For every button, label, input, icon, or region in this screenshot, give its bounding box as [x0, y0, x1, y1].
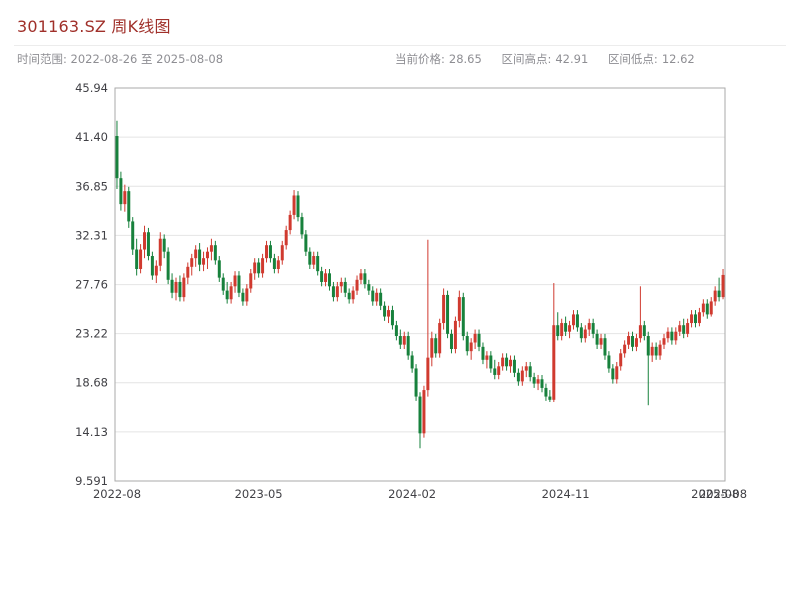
- range-high-stat: 区间高点: 42.91: [501, 52, 591, 66]
- svg-text:2023-05: 2023-05: [235, 487, 283, 501]
- svg-text:2022-08: 2022-08: [93, 487, 141, 501]
- candlestick-chart: 45.94 41.40 36.85 32.31 27.76 23.22 18.68 14.13…: [75, 81, 747, 501]
- current-price-label: 当前价格:: [395, 52, 445, 66]
- time-range-label: 时间范围: 2022-08-26 至 2025-08-08: [17, 52, 224, 66]
- svg-text:2025-08: 2025-08: [699, 487, 747, 501]
- range-low-label: 区间低点:: [607, 52, 658, 66]
- current-price-value: 28.65: [448, 52, 482, 66]
- svg-text:18.68: 18.68: [75, 376, 108, 390]
- svg-text:41.40: 41.40: [75, 130, 108, 144]
- svg-text:27.76: 27.76: [75, 278, 108, 292]
- svg-text:2025-08: 2025-08: [691, 487, 739, 501]
- range-high-label: 区间高点:: [501, 52, 552, 66]
- svg-text:36.85: 36.85: [75, 179, 108, 193]
- svg-text:2024-02: 2024-02: [388, 487, 436, 501]
- svg-text:45.94: 45.94: [75, 81, 108, 95]
- range-low-stat: 区间低点: 12.62: [608, 52, 695, 66]
- svg-text:23.22: 23.22: [75, 327, 108, 341]
- page-title: 301163.SZ 周K线图: [17, 17, 171, 36]
- svg-text:9.591: 9.591: [75, 474, 108, 488]
- info-row: 时间范围: 2022-08-26 至 2025-08-08 当前价格: 28.65…: [17, 52, 787, 66]
- range-low-value: 12.62: [661, 52, 695, 66]
- svg-text:14.13: 14.13: [75, 425, 108, 439]
- svg-text:2024-11: 2024-11: [542, 487, 590, 501]
- range-high-value: 42.91: [555, 52, 589, 66]
- svg-text:32.31: 32.31: [75, 228, 108, 242]
- stats-group: 当前价格: 28.65 区间高点: 42.91 区间低点: 12.62: [395, 52, 711, 66]
- current-price-stat: 当前价格: 28.65: [395, 52, 485, 66]
- header-divider: [14, 45, 786, 46]
